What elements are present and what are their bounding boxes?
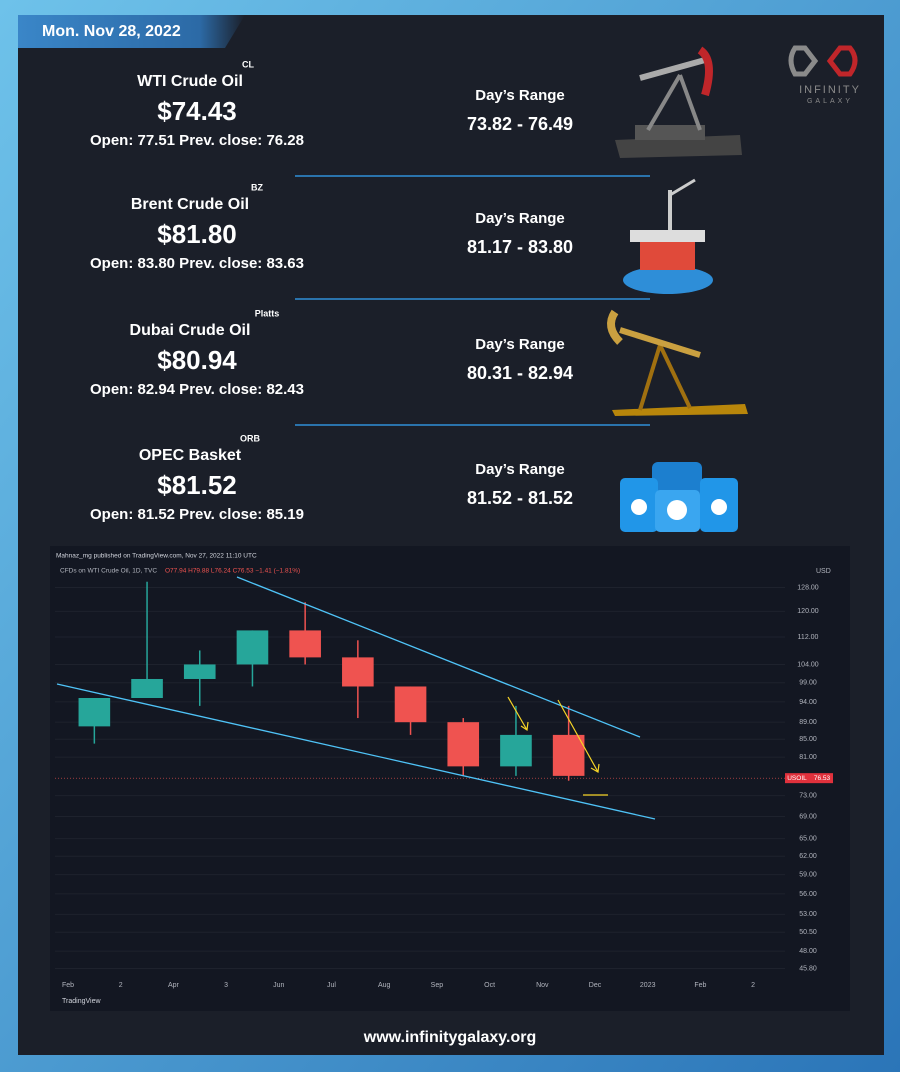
y-tick-label: 65.00 [799, 836, 817, 843]
range-value: 81.17 - 83.80 [467, 237, 573, 257]
card-open-prev: Open: 82.94 Prev. close: 82.43 [90, 381, 304, 398]
trendline [56, 683, 656, 820]
y-tick-label: 120.00 [797, 608, 819, 615]
range-label: Day’s Range [475, 210, 564, 227]
card-open-prev: Open: 83.80 Prev. close: 83.63 [90, 255, 304, 272]
x-tick-label: Feb [62, 982, 74, 989]
logo-text: INFINITY [799, 84, 861, 96]
y-tick-label: 48.00 [799, 948, 817, 955]
range-value: 80.31 - 82.94 [467, 363, 573, 383]
x-tick-label: Sep [431, 982, 444, 989]
candle-body [131, 678, 163, 699]
chart-published: Mahnaz_mg published on TradingView.com, … [56, 553, 257, 560]
y-tick-label: 104.00 [797, 661, 819, 668]
x-tick-label: Apr [168, 982, 180, 989]
x-tick-label: 2023 [640, 982, 656, 989]
footer-url: www.infinitygalaxy.org [363, 1029, 536, 1046]
x-tick-label: 2 [119, 982, 123, 989]
candle-body [500, 734, 532, 767]
y-tick-label: 81.00 [799, 754, 817, 761]
axis-unit: USD [816, 568, 831, 575]
y-tick-label: 50.50 [799, 929, 817, 936]
range-label: Day’s Range [475, 87, 564, 104]
range-value: 81.52 - 81.52 [467, 488, 573, 508]
pump-icon [607, 309, 748, 416]
candle-body [236, 630, 269, 665]
range-label: Day’s Range [475, 336, 564, 353]
last-price: 76.53 [814, 775, 831, 782]
candle-body [78, 698, 111, 727]
candle-body [552, 734, 585, 776]
card-price: $81.80 [157, 219, 237, 249]
y-tick-label: 94.00 [799, 699, 817, 706]
x-tick-label: Aug [378, 982, 391, 989]
date-tab [18, 15, 245, 48]
candle-body [394, 686, 427, 723]
y-tick-label: 45.80 [799, 965, 817, 972]
y-tick-label: 59.00 [799, 871, 817, 878]
y-tick-label: 53.00 [799, 911, 817, 918]
y-tick-label: 112.00 [798, 634, 819, 641]
y-tick-label: 62.00 [799, 853, 817, 860]
y-tick-label: 56.00 [799, 891, 817, 898]
last-symbol: USOIL [787, 775, 807, 782]
card-name: Brent Crude Oil [131, 196, 249, 213]
range-label: Day’s Range [475, 461, 564, 478]
card-name: WTI Crude Oil [137, 73, 243, 90]
annotation-arrow [507, 696, 608, 796]
card-tag: BZ [251, 182, 263, 192]
card-name: Dubai Crude Oil [130, 322, 251, 339]
y-tick-label: 89.00 [799, 719, 817, 726]
brand: TradingView [62, 998, 101, 1005]
card-price: $74.43 [157, 96, 237, 126]
last-price-tag [785, 773, 833, 784]
y-tick-label: 69.00 [799, 813, 817, 820]
barrels-icon [620, 462, 738, 532]
card-price: $81.52 [157, 470, 237, 500]
logo-text: GALAXY [807, 98, 853, 105]
card-price: $80.94 [157, 345, 237, 375]
y-tick-label: 128.00 [797, 584, 819, 591]
x-tick-label: Nov [536, 982, 549, 989]
x-tick-label: 2 [751, 982, 755, 989]
x-tick-label: 3 [224, 982, 228, 989]
candle-body [342, 657, 374, 687]
chart-panel [50, 546, 850, 1011]
logo: INFINITY GALAXY [788, 45, 861, 105]
chart-symbol: CFDs on WTI Crude Oil, 1D, TVC [60, 568, 157, 575]
range-value: 73.82 - 76.49 [467, 114, 573, 134]
date: Mon. Nov 28, 2022 [42, 23, 181, 40]
trendline [236, 576, 641, 738]
card-tag: CL [242, 59, 254, 69]
chart-ohlc: O77.94 H79.88 L76.24 C76.53 −1.41 (−1.81… [165, 568, 300, 575]
x-tick-label: Jun [273, 982, 284, 989]
x-tick-label: Dec [589, 982, 602, 989]
card-name: OPEC Basket [139, 447, 242, 464]
x-tick-label: Jul [327, 982, 336, 989]
x-tick-label: Feb [694, 982, 706, 989]
y-tick-label: 85.00 [799, 736, 817, 743]
x-tick-label: Oct [484, 982, 495, 989]
candle-body [447, 722, 480, 767]
y-tick-label: 73.00 [799, 792, 817, 799]
card-open-prev: Open: 77.51 Prev. close: 76.28 [90, 132, 304, 149]
card-open-prev: Open: 81.52 Prev. close: 85.19 [90, 506, 304, 523]
y-tick-label: 99.00 [799, 680, 817, 687]
pump-icon [615, 46, 742, 158]
card-tag: Platts [255, 308, 280, 318]
card-tag: ORB [240, 433, 261, 443]
candle-body [183, 664, 216, 679]
candle-body [289, 630, 321, 658]
rig-icon [623, 178, 713, 294]
